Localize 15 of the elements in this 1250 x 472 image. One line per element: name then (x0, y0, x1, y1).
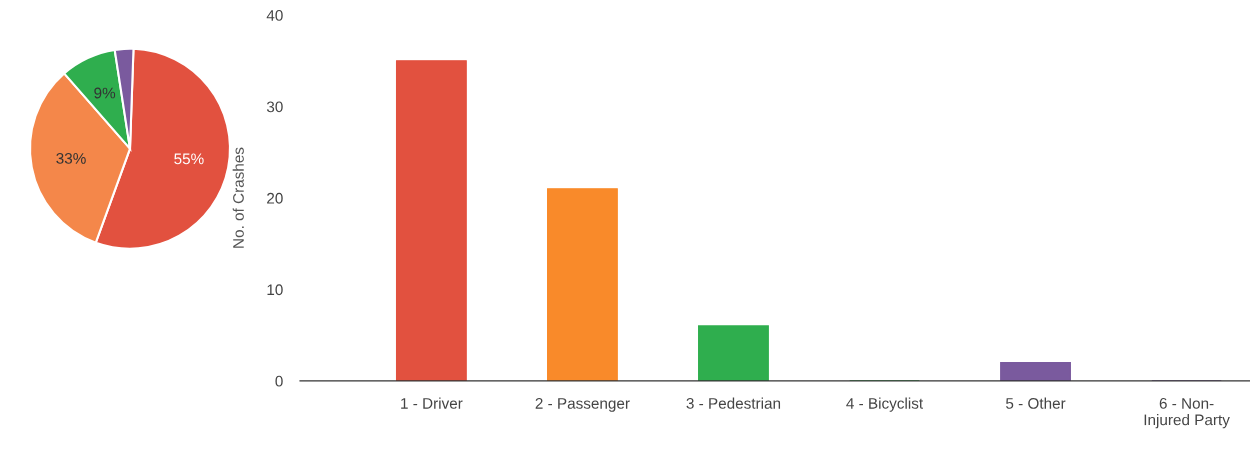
data-label: 33% (56, 153, 86, 164)
x-tick-label: 5 - Other (1006, 397, 1066, 409)
data-label: 55% (174, 153, 204, 165)
x-tick-label: 2 - Passenger (535, 397, 630, 412)
data-label: 9% (94, 87, 116, 99)
y-tick-label: 10 (267, 284, 283, 296)
x-tick-label: 4 - Bicyclist (846, 397, 924, 412)
y-axis-title: No. of Crashes (232, 147, 244, 248)
y-tick-label: 40 (266, 9, 283, 21)
x-tick-label: 1 - Driver (401, 397, 463, 409)
x-tick-label: 6 - Non- Injured Party (1144, 397, 1230, 429)
x-tick-label: 3 - Pedestrian (686, 397, 781, 409)
y-tick-label: 30 (266, 101, 283, 113)
y-tick-label: 0 (275, 375, 283, 387)
y-tick-label: 20 (267, 192, 283, 204)
